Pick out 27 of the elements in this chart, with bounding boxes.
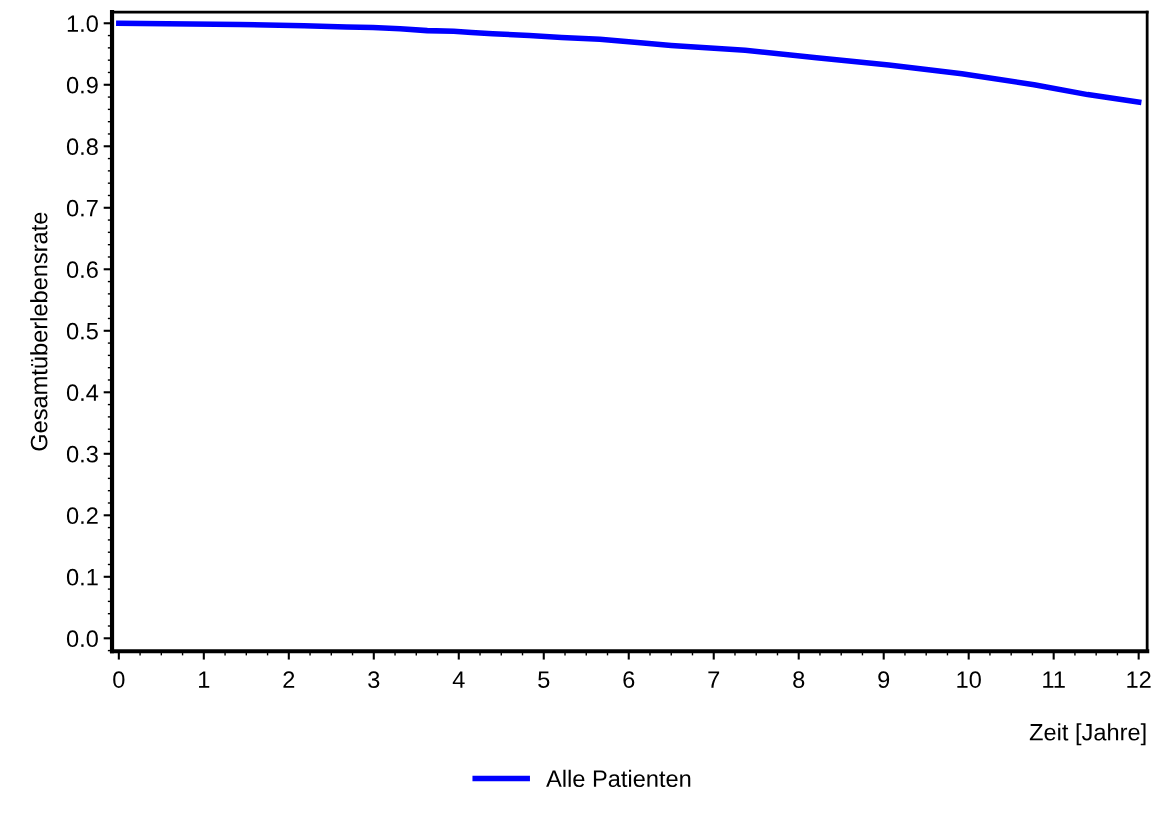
x-tick-label: 4 xyxy=(452,671,465,688)
x-tick-label: 0 xyxy=(113,671,125,688)
x-tick-label: 2 xyxy=(283,671,295,688)
y-tick-label: 0.1 xyxy=(66,568,98,586)
legend-label: Alle Patienten xyxy=(546,769,691,788)
x-tick-label: 8 xyxy=(793,671,805,688)
y-tick-label: 0.3 xyxy=(66,445,98,463)
x-tick-label: 1 xyxy=(199,671,210,688)
y-tick-label: 0.2 xyxy=(66,507,98,525)
x-tick-label: 3 xyxy=(368,671,380,688)
y-tick-label: 0.0 xyxy=(66,630,98,648)
x-axis-title: Zeit [Jahre] xyxy=(1029,723,1146,746)
x-tick-label: 7 xyxy=(708,671,720,688)
y-tick-label: 0.5 xyxy=(66,322,98,340)
x-tick-label: 9 xyxy=(878,671,890,688)
x-tick-label: 11 xyxy=(1043,671,1065,688)
y-tick-label: 1.0 xyxy=(67,15,98,33)
y-axis-title: Gesamtüberlebensrate xyxy=(30,212,48,451)
x-tick-label: 5 xyxy=(538,671,550,688)
y-tick-label: 0.7 xyxy=(66,199,98,217)
y-tick-label: 0.6 xyxy=(66,261,98,279)
x-tick-label: 10 xyxy=(957,671,981,688)
x-tick-label: 12 xyxy=(1127,671,1151,688)
y-tick-label: 0.4 xyxy=(66,384,99,402)
x-tick-label: 6 xyxy=(623,671,635,688)
y-tick-label: 0.8 xyxy=(66,138,98,156)
y-tick-label: 0.9 xyxy=(66,76,98,94)
